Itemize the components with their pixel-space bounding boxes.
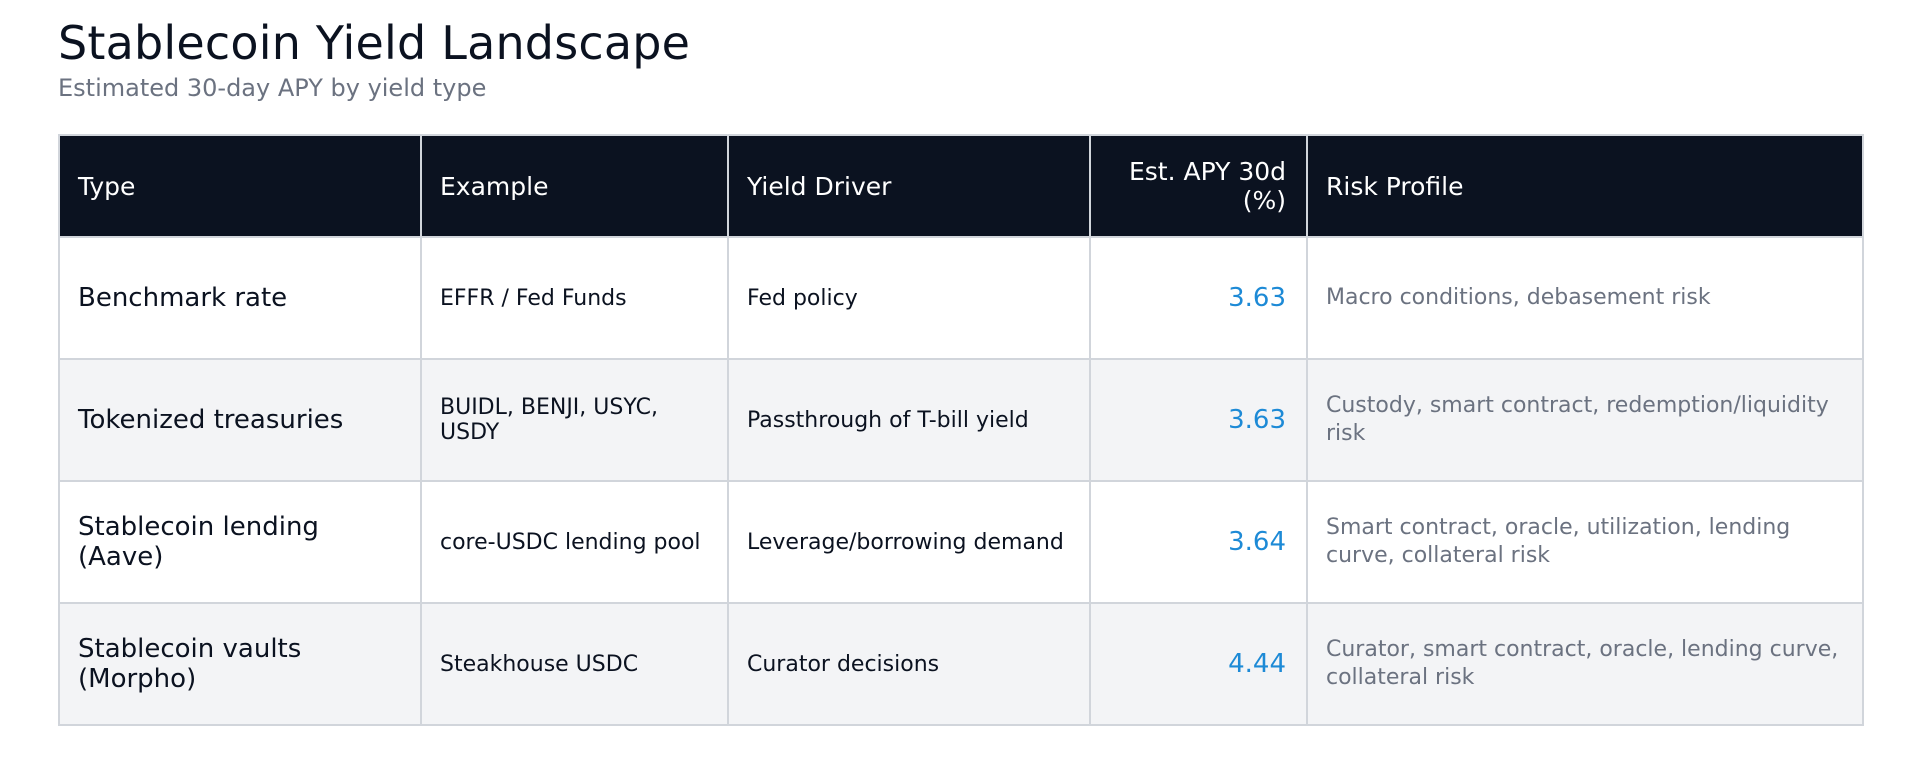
cell-yield-driver: Fed policy	[727, 236, 1091, 360]
table-row: Benchmark rate EFFR / Fed Funds Fed poli…	[58, 236, 1864, 360]
table-row: Stablecoin lending (Aave) core-USDC lend…	[58, 480, 1864, 604]
header-row: Type Example Yield Driver Est. APY 30d (…	[58, 134, 1864, 238]
cell-yield-driver: Curator decisions	[727, 602, 1091, 726]
cell-type: Benchmark rate	[58, 236, 422, 360]
column-header-example: Example	[420, 134, 729, 238]
cell-yield-driver: Leverage/borrowing demand	[727, 480, 1091, 604]
cell-apy: 3.63	[1089, 236, 1308, 360]
column-header-yield-driver: Yield Driver	[727, 134, 1091, 238]
column-header-type: Type	[58, 134, 422, 238]
cell-example: core-USDC lending pool	[420, 480, 729, 604]
column-header-apy: Est. APY 30d (%)	[1089, 134, 1308, 238]
table-body: Benchmark rate EFFR / Fed Funds Fed poli…	[58, 236, 1864, 726]
cell-risk-profile: Custody, smart contract, redemption/liqu…	[1306, 358, 1864, 482]
cell-yield-driver: Passthrough of T-bill yield	[727, 358, 1091, 482]
table-row: Stablecoin vaults (Morpho) Steakhouse US…	[58, 602, 1864, 726]
cell-example: Steakhouse USDC	[420, 602, 729, 726]
yield-table: Type Example Yield Driver Est. APY 30d (…	[58, 134, 1864, 726]
cell-apy: 3.63	[1089, 358, 1308, 482]
cell-risk-profile: Smart contract, oracle, utilization, len…	[1306, 480, 1864, 604]
column-header-risk-profile: Risk Profile	[1306, 134, 1864, 238]
cell-type: Stablecoin lending (Aave)	[58, 480, 422, 604]
cell-example: BUIDL, BENJI, USYC, USDY	[420, 358, 729, 482]
cell-type: Tokenized treasuries	[58, 358, 422, 482]
table-header: Type Example Yield Driver Est. APY 30d (…	[58, 134, 1864, 238]
page-subtitle: Estimated 30-day APY by yield type	[58, 74, 487, 102]
cell-risk-profile: Macro conditions, debasement risk	[1306, 236, 1864, 360]
cell-apy: 3.64	[1089, 480, 1308, 604]
cell-example: EFFR / Fed Funds	[420, 236, 729, 360]
table-row: Tokenized treasuries BUIDL, BENJI, USYC,…	[58, 358, 1864, 482]
cell-risk-profile: Curator, smart contract, oracle, lending…	[1306, 602, 1864, 726]
cell-apy: 4.44	[1089, 602, 1308, 726]
page-title: Stablecoin Yield Landscape	[58, 16, 691, 70]
cell-type: Stablecoin vaults (Morpho)	[58, 602, 422, 726]
